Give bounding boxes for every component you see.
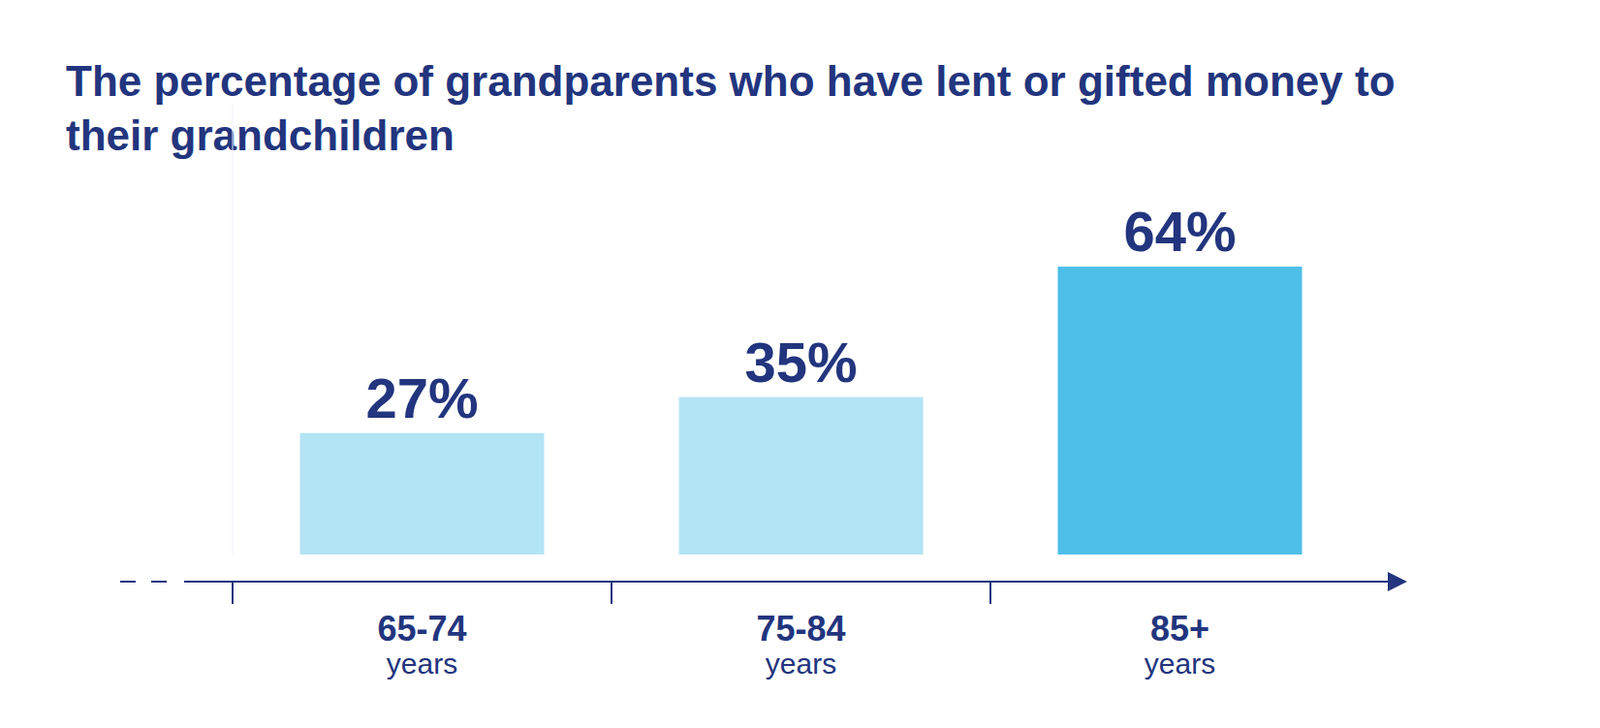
category-separator [989, 581, 992, 604]
category-label-line: 75-84 [755, 608, 846, 649]
category-label-line: 85+ [1150, 608, 1210, 649]
category-label-line: years [386, 647, 458, 680]
category-label: 75-84years [755, 608, 846, 680]
bar [1058, 266, 1303, 555]
category-label: 85+years [1144, 608, 1216, 680]
title: The percentage of grandparents who have … [65, 54, 1443, 163]
category-label: 65-74years [376, 608, 467, 680]
bars [300, 266, 1303, 555]
category-label-line: years [765, 647, 837, 680]
chart: 27%35%64%65-74years75-84years85+years [0, 0, 1600, 728]
data-label: 64% [1123, 199, 1236, 263]
y-axis-line [232, 104, 234, 555]
category-label-line: 65-74 [376, 608, 467, 649]
x-axis-line [184, 580, 1396, 583]
category-label-line: years [1144, 647, 1216, 680]
bar [679, 397, 924, 555]
axis-dash [120, 580, 136, 583]
category-separator [610, 581, 613, 604]
bar [300, 433, 545, 555]
data-label: 27% [365, 366, 478, 430]
axis-arrow [1387, 571, 1408, 592]
data-label: 35% [744, 330, 857, 394]
axis-dash [151, 580, 167, 583]
category-separator [231, 581, 234, 604]
